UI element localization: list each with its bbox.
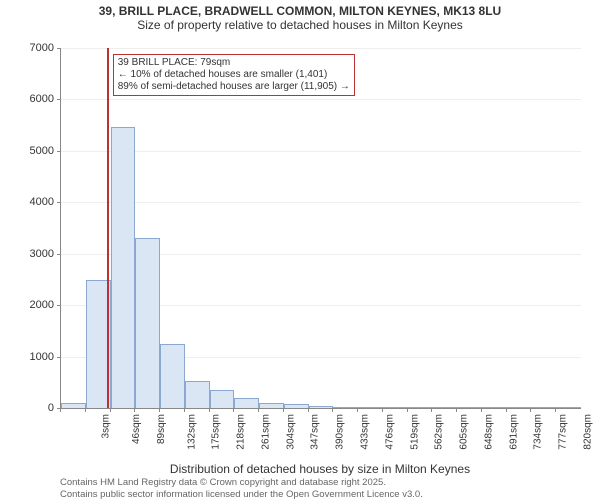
xtick-mark	[184, 408, 185, 412]
histogram-bar	[259, 403, 284, 408]
xtick-label: 132sqm	[186, 414, 197, 450]
histogram-bar	[333, 407, 358, 408]
property-marker-line	[107, 48, 109, 408]
xtick-label: 89sqm	[156, 414, 167, 444]
ytick-mark	[57, 151, 61, 152]
ytick-label: 5000	[16, 145, 54, 157]
xtick-mark	[332, 408, 333, 412]
xtick-label: 261sqm	[261, 414, 272, 450]
histogram-bar	[61, 403, 86, 408]
gridline	[61, 202, 581, 203]
histogram-bar	[111, 127, 136, 408]
xtick-label: 46sqm	[131, 414, 142, 444]
xtick-mark	[258, 408, 259, 412]
xtick-mark	[530, 408, 531, 412]
gridline	[61, 151, 581, 152]
ytick-mark	[57, 48, 61, 49]
histogram-bar	[457, 407, 482, 408]
ytick-label: 4000	[16, 196, 54, 208]
chart-title-2: Size of property relative to detached ho…	[0, 18, 600, 32]
callout-line3: 89% of semi-detached houses are larger (…	[118, 81, 350, 93]
callout-line1: 39 BRILL PLACE: 79sqm	[118, 57, 350, 69]
ytick-mark	[57, 254, 61, 255]
ytick-mark	[57, 202, 61, 203]
xtick-mark	[209, 408, 210, 412]
gridline	[61, 48, 581, 49]
xtick-label: 519sqm	[409, 414, 420, 450]
xtick-label: 175sqm	[211, 414, 222, 450]
ytick-label: 7000	[16, 42, 54, 54]
plot-wrap: 39 BRILL PLACE: 79sqm← 10% of detached h…	[60, 48, 580, 438]
ytick-label: 2000	[16, 299, 54, 311]
x-axis-label: Distribution of detached houses by size …	[60, 462, 580, 476]
xtick-mark	[456, 408, 457, 412]
footnote-line1: Contains HM Land Registry data © Crown c…	[60, 477, 423, 488]
xtick-label: 562sqm	[434, 414, 445, 450]
callout-line2: ← 10% of detached houses are smaller (1,…	[118, 69, 350, 81]
xtick-label: 390sqm	[335, 414, 346, 450]
callout-box: 39 BRILL PLACE: 79sqm← 10% of detached h…	[113, 54, 355, 96]
xtick-label: 734sqm	[533, 414, 544, 450]
histogram-bar	[482, 407, 507, 408]
xtick-mark	[407, 408, 408, 412]
xtick-label: 777sqm	[558, 414, 569, 450]
histogram-bar	[383, 407, 408, 408]
histogram-bar	[160, 344, 185, 408]
xtick-label: 3sqm	[101, 414, 112, 438]
xtick-label: 691sqm	[508, 414, 519, 450]
xtick-mark	[506, 408, 507, 412]
xtick-label: 820sqm	[582, 414, 593, 450]
histogram-bar	[210, 390, 235, 408]
xtick-label: 648sqm	[483, 414, 494, 450]
xtick-mark	[431, 408, 432, 412]
footnote-line2: Contains public sector information licen…	[60, 489, 423, 500]
histogram-bar	[432, 407, 457, 408]
histogram-bar	[358, 407, 383, 408]
xtick-mark	[60, 408, 61, 412]
ytick-label: 0	[16, 402, 54, 414]
xtick-label: 433sqm	[360, 414, 371, 450]
xtick-mark	[110, 408, 111, 412]
ytick-mark	[57, 305, 61, 306]
histogram-bar	[408, 407, 433, 408]
gridline	[61, 99, 581, 100]
ytick-label: 6000	[16, 93, 54, 105]
histogram-bar	[234, 398, 259, 408]
histogram-bar	[556, 407, 581, 408]
xtick-mark	[283, 408, 284, 412]
ytick-mark	[57, 99, 61, 100]
xtick-mark	[357, 408, 358, 412]
xtick-label: 605sqm	[459, 414, 470, 450]
xtick-mark	[308, 408, 309, 412]
xtick-mark	[85, 408, 86, 412]
histogram-bar	[507, 407, 532, 408]
xtick-label: 218sqm	[236, 414, 247, 450]
footnote: Contains HM Land Registry data © Crown c…	[60, 477, 423, 500]
plot-area: 39 BRILL PLACE: 79sqm← 10% of detached h…	[60, 48, 581, 409]
histogram-bar	[284, 404, 309, 408]
histogram-bar	[185, 381, 210, 408]
xtick-mark	[134, 408, 135, 412]
xtick-mark	[481, 408, 482, 412]
histogram-bar	[531, 407, 556, 408]
histogram-bar	[135, 238, 160, 408]
chart-title-1: 39, BRILL PLACE, BRADWELL COMMON, MILTON…	[0, 4, 600, 18]
ytick-label: 3000	[16, 248, 54, 260]
xtick-mark	[382, 408, 383, 412]
xtick-label: 347sqm	[310, 414, 321, 450]
xtick-mark	[159, 408, 160, 412]
ytick-mark	[57, 357, 61, 358]
xtick-label: 304sqm	[285, 414, 296, 450]
xtick-mark	[233, 408, 234, 412]
xtick-label: 476sqm	[384, 414, 395, 450]
ytick-label: 1000	[16, 351, 54, 363]
histogram-bar	[309, 406, 334, 408]
xtick-mark	[555, 408, 556, 412]
